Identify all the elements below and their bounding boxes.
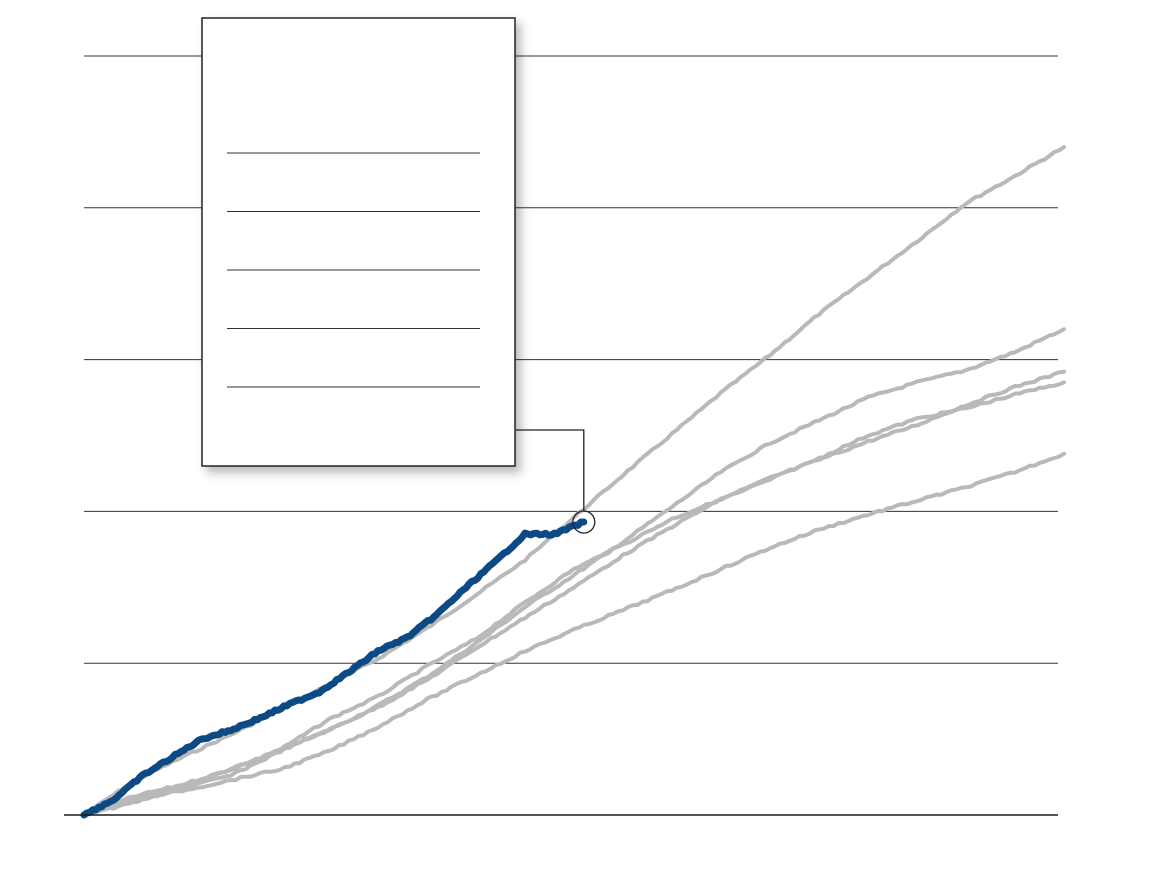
legend-box bbox=[201, 17, 516, 467]
callout bbox=[516, 429, 596, 534]
legend-panel bbox=[201, 17, 516, 467]
series-line-3 bbox=[82, 369, 1066, 817]
series-line-5 bbox=[82, 451, 1066, 817]
highlight-series-line bbox=[80, 518, 588, 819]
series-line-4 bbox=[82, 380, 1066, 817]
callout-leader-line bbox=[516, 429, 585, 512]
